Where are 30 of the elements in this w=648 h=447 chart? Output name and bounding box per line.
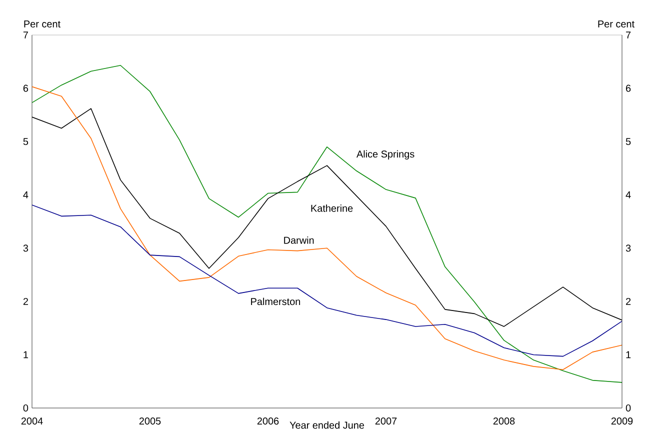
series-label: Darwin: [284, 236, 314, 244]
y-tick-label: 4: [23, 191, 28, 198]
y-tick-label: 3: [23, 244, 28, 252]
series-label: Palmerston: [251, 298, 300, 306]
x-tick-label: 2007: [375, 418, 397, 425]
x-tick-label: 2008: [493, 418, 515, 425]
y-tick-label: 1: [24, 351, 28, 358]
y2-tick-label: 0: [626, 404, 631, 412]
x-tick-label: 2006: [257, 418, 279, 425]
x-tick-label: 2004: [21, 418, 43, 425]
y2-tick-label: 1: [626, 351, 631, 358]
y-axis-title: Per cent: [24, 20, 60, 28]
y-tick-label: 6: [23, 84, 28, 92]
y-tick-label: 0: [23, 404, 28, 412]
y2-tick-label: 3: [626, 244, 631, 252]
y2-tick-label: 2: [626, 298, 631, 305]
x-axis-title: Year ended June: [290, 421, 364, 429]
y2-tick-label: 4: [626, 191, 631, 198]
y2-axis-title: Per cent: [598, 20, 634, 28]
x-tick-label: 2009: [611, 418, 633, 425]
y-tick-label: 5: [23, 138, 28, 146]
x-tick-label: 2005: [139, 418, 161, 425]
y-tick-label: 7: [23, 32, 28, 38]
series-label: Katherine: [311, 204, 353, 212]
y-tick-label: 2: [23, 298, 28, 305]
series-label: Alice Springs: [356, 150, 414, 160]
line-series: [32, 204, 622, 357]
y2-tick-label: 7: [626, 32, 631, 38]
y2-tick-label: 5: [626, 138, 631, 146]
y2-tick-label: 6: [626, 84, 631, 92]
